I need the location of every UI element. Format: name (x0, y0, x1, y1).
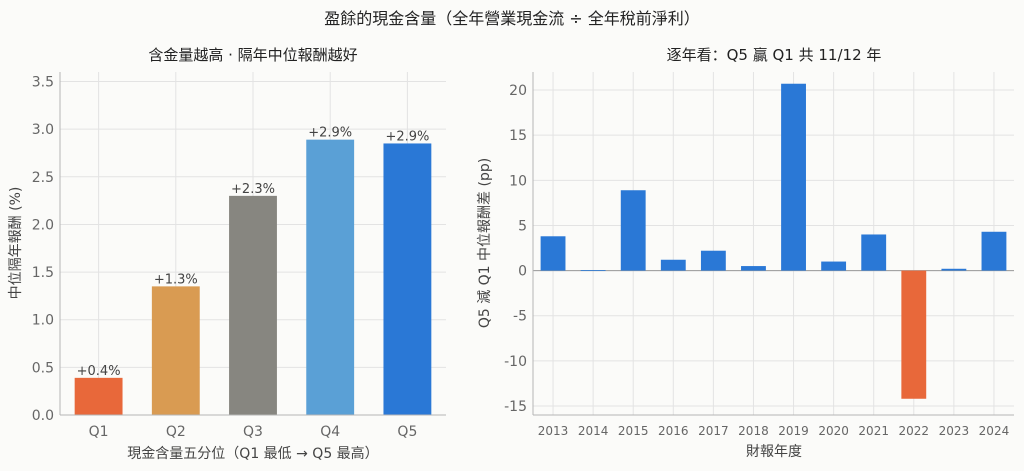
quintile-chart: 含金量越高 · 隔年中位報酬越好 0.0 0.5 1.0 1.5 2.0 2.5 3.0 3.… (8, 46, 446, 462)
right-x-tick-label: 2014 (578, 424, 609, 438)
right-x-tick-label: 2021 (858, 424, 889, 438)
right-bar-2019 (781, 83, 806, 271)
right-x-tick-label: 2024 (979, 424, 1010, 438)
right-y-tick-label: -5 (513, 309, 527, 325)
right-bar-2015 (620, 190, 646, 271)
right-bar-2024 (981, 231, 1007, 271)
left-x-tick-label: Q5 (397, 424, 417, 440)
left-y-tick-label: 3.0 (32, 122, 54, 138)
left-bar-value-label: +1.3% (154, 272, 198, 287)
right-bar-2020 (821, 261, 847, 271)
right-x-axis-label: 財報年度 (746, 444, 802, 460)
right-x-tick-label: 2022 (899, 424, 930, 438)
left-y-axis-label: 中位隔年報酬 (%) (8, 187, 24, 300)
left-y-tick-label: 0.0 (32, 408, 54, 424)
left-y-tick-label: 2.5 (32, 170, 54, 186)
left-bar-value-label: +2.3% (231, 182, 275, 197)
right-y-axis-label: Q5 減 Q1 中位報酬差 (pp) (476, 158, 493, 328)
left-bar-value-label: +2.9% (308, 126, 352, 141)
right-y-tick-label: 0 (518, 264, 527, 280)
right-bar-2023 (941, 268, 967, 271)
right-x-tick-label: 2015 (618, 424, 649, 438)
left-bar-value-label: +2.9% (385, 129, 429, 144)
right-bars: 2013 2014 2015 2016 2017 2018 2019 2020 2021 2022… (538, 83, 1010, 438)
right-y-tick-label: -10 (504, 354, 527, 370)
right-bar-2018 (741, 266, 766, 271)
left-bar-Q2 (151, 286, 200, 415)
left-x-tick-label: Q4 (320, 424, 340, 440)
left-bar-Q3 (229, 195, 277, 415)
right-bar-2022 (901, 270, 927, 399)
right-bar-2021 (861, 234, 887, 271)
left-bar-Q4 (306, 139, 355, 415)
right-bar-2013 (540, 236, 566, 271)
left-y-tick-label: 1.5 (32, 265, 54, 281)
right-x-tick-label: 2016 (658, 424, 689, 438)
right-chart-title: 逐年看：Q5 贏 Q1 共 11/12 年 (667, 46, 882, 64)
left-x-tick-label: Q1 (89, 424, 109, 440)
left-bars: +0.4% Q1 +1.3% Q2 +2.3% Q3 +2.9% Q4 +2.9% Q5 (74, 126, 432, 440)
right-grid: -15 -10 -5 0 5 10 15 20 (504, 72, 1014, 415)
right-bar-2016 (660, 259, 686, 271)
right-y-tick-label: -15 (504, 399, 527, 415)
left-x-tick-label: Q3 (243, 424, 263, 440)
right-x-tick-label: 2013 (538, 424, 569, 438)
left-x-tick-label: Q2 (166, 424, 186, 440)
right-y-tick-label: 10 (509, 173, 527, 189)
figure-suptitle: 盈餘的現金含量（全年營業現金流 ÷ 全年稅前淨利） (324, 9, 700, 28)
left-y-tick-label: 3.5 (32, 75, 54, 91)
left-y-tick-label: 1.0 (32, 313, 54, 329)
right-x-tick-label: 2018 (738, 424, 769, 438)
left-bar-Q1 (74, 377, 123, 415)
right-y-tick-label: 20 (509, 83, 527, 99)
right-x-tick-label: 2019 (778, 424, 809, 438)
left-y-tick-label: 2.0 (32, 217, 54, 233)
right-bar-2017 (700, 250, 726, 271)
right-x-tick-label: 2023 (939, 424, 970, 438)
right-y-tick-label: 15 (509, 128, 527, 144)
right-bar-2014 (580, 270, 606, 271)
yearly-spread-chart: 逐年看：Q5 贏 Q1 共 11/12 年 -15 -10 -5 0 5 10 15 20 2… (476, 46, 1014, 460)
left-chart-title: 含金量越高 · 隔年中位報酬越好 (148, 46, 357, 64)
left-x-axis-label: 現金含量五分位（Q1 最低 → Q5 最高） (127, 445, 378, 462)
right-x-tick-label: 2017 (698, 424, 729, 438)
left-bar-Q5 (383, 143, 432, 416)
left-y-tick-label: 0.5 (32, 360, 54, 376)
left-bar-value-label: +0.4% (77, 364, 121, 379)
right-x-tick-label: 2020 (818, 424, 849, 438)
right-y-tick-label: 5 (518, 218, 527, 234)
